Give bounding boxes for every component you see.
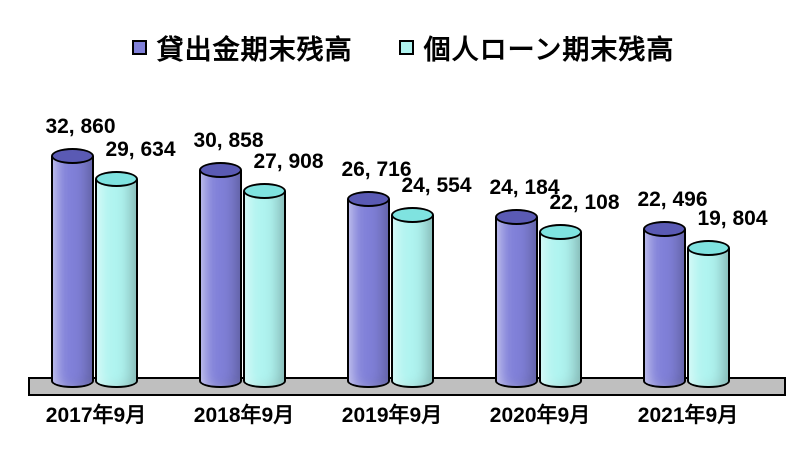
bar-series1-2018年9月 xyxy=(199,162,242,388)
bar-series2-2021年9月 xyxy=(687,240,730,388)
cylinder-body xyxy=(51,156,94,388)
cylinder-cap xyxy=(51,148,94,164)
value-label-series2-2018年9月: 27, 908 xyxy=(253,150,324,173)
chart-legend: 貸出金期末残高 個人ローン期末残高 xyxy=(0,28,806,67)
legend-label-personal-loan-balance: 個人ローン期末残高 xyxy=(423,35,675,65)
legend-swatch-personal-loan-balance-icon xyxy=(398,40,414,55)
cylinder-body xyxy=(199,170,242,388)
category-label-2020年9月: 2020年9月 xyxy=(489,404,591,427)
bar-series1-2021年9月 xyxy=(643,221,686,388)
bar-series1-2019年9月 xyxy=(347,191,390,388)
cylinder-body xyxy=(495,217,538,388)
value-label-series1-2019年9月: 26, 716 xyxy=(341,158,412,181)
legend-item-loan-balance: 貸出金期末残高 xyxy=(131,28,353,67)
cylinder-cap xyxy=(347,191,390,207)
value-label-series1-2020年9月: 24, 184 xyxy=(489,176,560,199)
value-label-series2-2021年9月: 19, 804 xyxy=(697,207,768,230)
cylinder-cap xyxy=(95,171,138,187)
bar-series1-2020年9月 xyxy=(495,209,538,388)
value-label-series2-2020年9月: 22, 108 xyxy=(549,191,620,214)
cylinder-body xyxy=(347,199,390,388)
cylinder-cap xyxy=(687,240,730,256)
bar-series1-2017年9月 xyxy=(51,148,94,388)
legend-label-loan-balance: 貸出金期末残高 xyxy=(156,35,353,65)
bar-series2-2018年9月 xyxy=(243,183,286,388)
cylinder-cap xyxy=(643,221,686,237)
value-label-series2-2019年9月: 24, 554 xyxy=(401,174,472,197)
cylinder-body xyxy=(95,179,138,388)
bar-series2-2019年9月 xyxy=(391,207,434,388)
bar-series2-2017年9月 xyxy=(95,171,138,388)
cylinder-body xyxy=(643,229,686,388)
cylinder-cap xyxy=(243,183,286,199)
cylinder-cap xyxy=(199,162,242,178)
category-label-2019年9月: 2019年9月 xyxy=(341,404,443,427)
legend-swatch-loan-balance-icon xyxy=(131,40,147,55)
category-label-2021年9月: 2021年9月 xyxy=(637,404,739,427)
value-label-series2-2017年9月: 29, 634 xyxy=(105,138,176,161)
value-label-series1-2018年9月: 30, 858 xyxy=(193,129,264,152)
value-label-series1-2021年9月: 22, 496 xyxy=(637,188,708,211)
cylinder-body xyxy=(391,215,434,388)
value-label-series1-2017年9月: 32, 860 xyxy=(45,115,116,138)
cylinder-body xyxy=(539,232,582,388)
category-label-2018年9月: 2018年9月 xyxy=(193,404,295,427)
category-label-2017年9月: 2017年9月 xyxy=(45,404,147,427)
legend-item-personal-loan-balance: 個人ローン期末残高 xyxy=(398,28,675,67)
bar-series2-2020年9月 xyxy=(539,224,582,388)
cylinder-body xyxy=(687,248,730,388)
cylinder-cap xyxy=(539,224,582,240)
cylinder-cap xyxy=(391,207,434,223)
cylinder-cap xyxy=(495,209,538,225)
cylinder-body xyxy=(243,191,286,388)
